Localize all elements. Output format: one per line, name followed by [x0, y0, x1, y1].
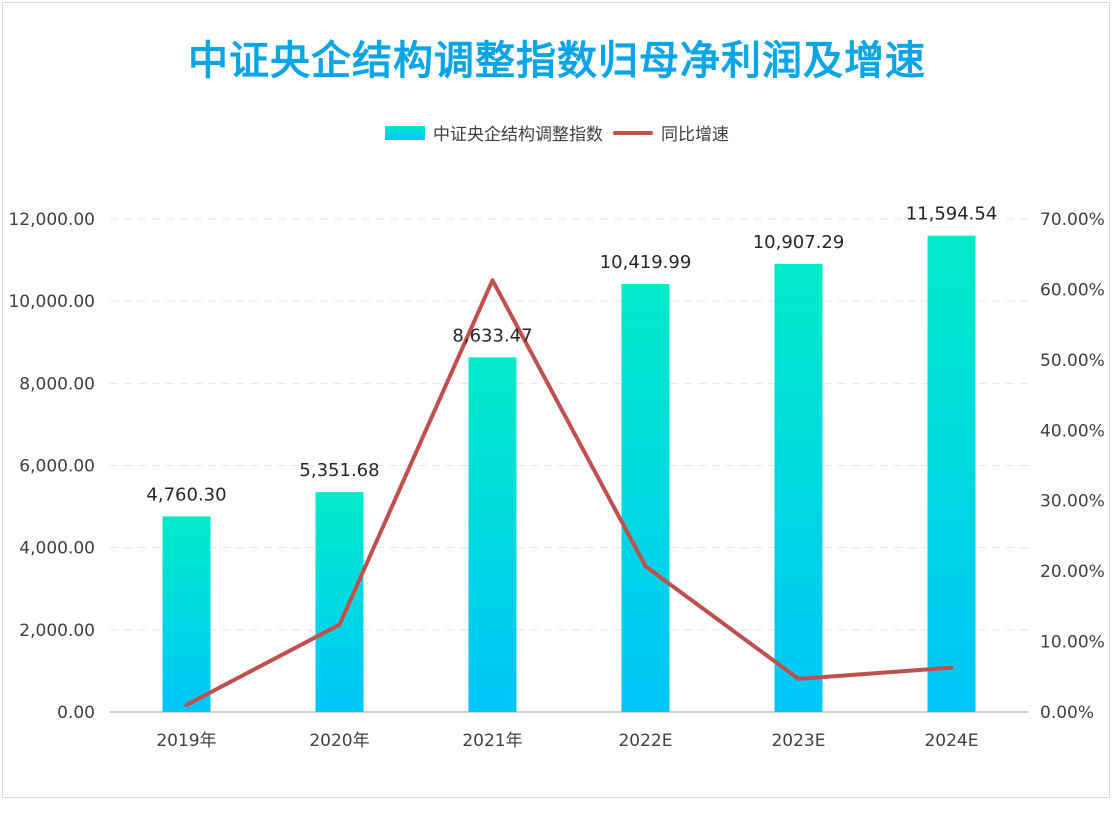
bar-data-label: 10,907.29 [753, 232, 845, 253]
y-right-tick-label: 0.00% [1040, 703, 1094, 723]
bar-data-label: 10,419.99 [600, 252, 692, 273]
y-left-tick-label: 10,000.00 [8, 292, 95, 312]
bar[interactable] [774, 263, 823, 712]
y-right-tick-label: 10.00% [1040, 633, 1105, 653]
legend-item-bar[interactable]: 中证央企结构调整指数 [385, 120, 603, 145]
y-left-tick-label: 2,000.00 [19, 621, 95, 641]
bar-data-label: 11,594.54 [906, 204, 998, 225]
bar[interactable] [468, 357, 517, 712]
legend-bar-label: 中证央企结构调整指数 [433, 125, 603, 145]
x-tick-label: 2021年 [462, 731, 522, 751]
bar[interactable] [162, 516, 211, 712]
y-right-tick-label: 20.00% [1040, 562, 1105, 582]
bar-data-label: 8,633.47 [452, 325, 532, 346]
legend-line-label: 同比增速 [661, 125, 729, 145]
y-right-tick-label: 40.00% [1040, 421, 1105, 441]
y-left-tick-label: 6,000.00 [19, 457, 95, 477]
y-right-tick-label: 70.00% [1040, 210, 1105, 230]
legend-item-line[interactable]: 同比增速 [613, 120, 729, 145]
y-left-tick-label: 8,000.00 [19, 374, 95, 394]
x-tick-label: 2024E [924, 731, 978, 751]
y-right-tick-label: 50.00% [1040, 351, 1105, 371]
x-tick-label: 2019年 [156, 731, 216, 751]
x-tick-label: 2020年 [309, 731, 369, 751]
bar[interactable] [315, 492, 364, 712]
y-left-tick-label: 4,000.00 [19, 539, 95, 559]
legend-bar-swatch [385, 125, 425, 140]
bar[interactable] [621, 283, 670, 712]
y-left-tick-label: 0.00 [57, 703, 95, 723]
y-right-tick-label: 60.00% [1040, 280, 1105, 300]
x-tick-label: 2023E [771, 731, 825, 751]
bar[interactable] [927, 235, 976, 712]
y-right-tick-label: 30.00% [1040, 492, 1105, 512]
x-tick-label: 2022E [618, 731, 672, 751]
growth-line[interactable] [184, 278, 954, 707]
bar-data-label: 4,760.30 [146, 484, 226, 505]
legend-line-swatch [613, 130, 653, 135]
y-left-tick-label: 12,000.00 [8, 210, 95, 230]
bar-data-label: 5,351.68 [299, 460, 379, 481]
legend: 中证央企结构调整指数 同比增速 [0, 120, 1114, 145]
chart-title: 中证央企结构调整指数归母净利润及增速 [188, 38, 926, 84]
